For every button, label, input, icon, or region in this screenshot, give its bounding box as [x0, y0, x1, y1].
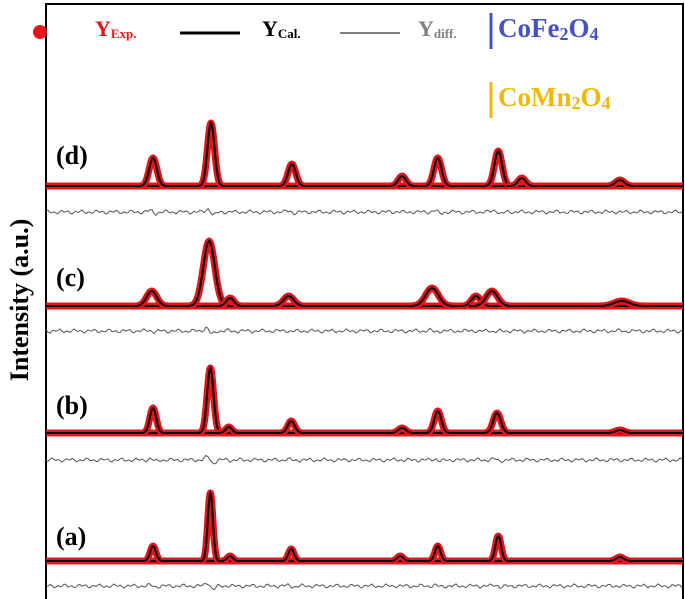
- cal-peak: [486, 534, 510, 562]
- legend-subscript: Exp.: [111, 26, 137, 41]
- exp-peak: [134, 154, 172, 190]
- panel-label: (a): [56, 522, 86, 551]
- legend-symbol: Y: [95, 16, 111, 41]
- phase-label-part: O: [581, 82, 602, 112]
- phase-label-part: O: [568, 13, 589, 43]
- cal-peak: [604, 555, 636, 562]
- cal-peak: [386, 426, 418, 434]
- diff-line: [45, 207, 683, 217]
- panel-label: (b): [56, 391, 88, 420]
- cal-peak: [218, 554, 242, 562]
- legend-label: Ydiff.: [418, 16, 457, 41]
- diff-line: [45, 583, 683, 591]
- exp-peak: [419, 154, 456, 190]
- cal-peak: [423, 409, 452, 434]
- exp-peak: [194, 119, 228, 190]
- cal-peak: [216, 425, 242, 434]
- exp-peak: [483, 532, 513, 565]
- exp-peak: [183, 237, 235, 310]
- legend-symbol: Y: [418, 16, 434, 41]
- panel-label: (d): [56, 141, 88, 170]
- phase-label-part: 4: [602, 93, 611, 113]
- cal-peak: [137, 156, 169, 187]
- diff-line: [45, 326, 683, 335]
- cal-peak: [387, 554, 413, 562]
- cal-peak: [458, 294, 494, 307]
- cal-peak: [506, 176, 538, 187]
- cal-peak: [468, 289, 515, 307]
- cal-peak: [131, 289, 173, 307]
- exp-peak: [137, 404, 169, 437]
- cal-peak: [140, 406, 166, 434]
- cal-peak: [214, 296, 246, 307]
- cal-peak: [481, 411, 513, 434]
- cal-peak: [602, 178, 638, 187]
- exp-peak: [197, 489, 224, 565]
- phase-label: CoFe2O4: [498, 13, 599, 44]
- cal-peak: [200, 490, 221, 562]
- phase-label: CoMn2O4: [498, 82, 611, 113]
- phase-label-part: CoMn: [498, 82, 572, 112]
- legend-symbol: Y: [262, 16, 278, 41]
- exp-peak: [480, 147, 517, 190]
- phase-label-part: 2: [559, 24, 568, 44]
- diff-line: [45, 454, 683, 465]
- cal-peak: [426, 544, 450, 562]
- legend-marker: [33, 25, 47, 39]
- legend-label: YExp.: [95, 16, 137, 41]
- cal-peak: [279, 547, 303, 562]
- phase-label-part: 2: [572, 93, 581, 113]
- cal-peak: [276, 162, 308, 187]
- cal-peak: [141, 544, 165, 562]
- cal-peak: [591, 299, 653, 307]
- phase-label-part: CoFe: [498, 13, 559, 43]
- cal-peak: [268, 294, 310, 307]
- exp-peak: [194, 364, 226, 437]
- legend-subscript: diff.: [434, 26, 457, 41]
- cal-peak: [386, 174, 418, 187]
- y-axis-label: Intensity (a.u.): [5, 219, 34, 382]
- cal-peak: [422, 156, 454, 187]
- cal-peak: [277, 419, 306, 434]
- cal-peak: [602, 428, 638, 434]
- cal-peak: [196, 120, 226, 187]
- panel-label: (c): [56, 263, 85, 292]
- phase-label-part: 4: [590, 24, 599, 44]
- cal-peak: [406, 286, 458, 307]
- legend-subscript: Cal.: [278, 26, 301, 41]
- legend-label: YCal.: [262, 16, 301, 41]
